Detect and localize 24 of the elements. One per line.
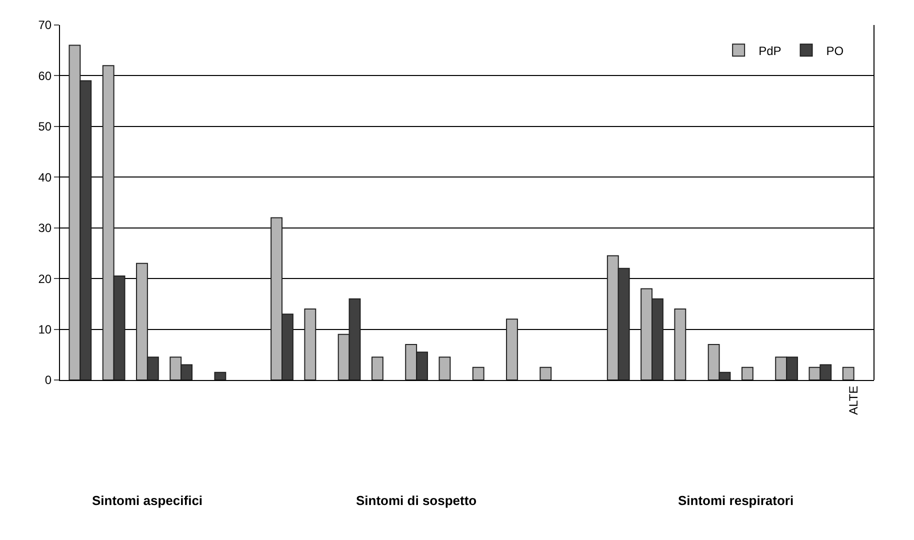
bar	[438, 356, 451, 380]
x-tick-label: ALTE	[846, 386, 861, 415]
bar	[304, 308, 316, 380]
y-tick-label: 0	[44, 373, 52, 388]
y-tick-label: 70	[38, 18, 52, 32]
bar	[540, 366, 552, 380]
bar	[741, 366, 754, 380]
bar	[842, 366, 854, 380]
bar	[371, 356, 384, 380]
text: Sintomi aspecifici	[92, 493, 203, 508]
y-tick-label: 40	[38, 170, 52, 184]
bar	[506, 318, 518, 380]
bar	[214, 372, 226, 380]
legend-label: PdP	[758, 44, 782, 58]
text: Sintomi di sospetto	[356, 493, 477, 508]
legend-label: PO	[826, 44, 844, 58]
y-tick-label: 20	[38, 272, 52, 286]
bar	[472, 366, 484, 380]
y-tick-label: 50	[38, 120, 52, 134]
text: Sintomi respiratori	[678, 493, 794, 508]
bar	[674, 308, 686, 380]
y-tick-label: 30	[38, 221, 52, 236]
y-tick-label: 10	[38, 322, 52, 336]
y-tick-label: 60	[38, 68, 52, 83]
